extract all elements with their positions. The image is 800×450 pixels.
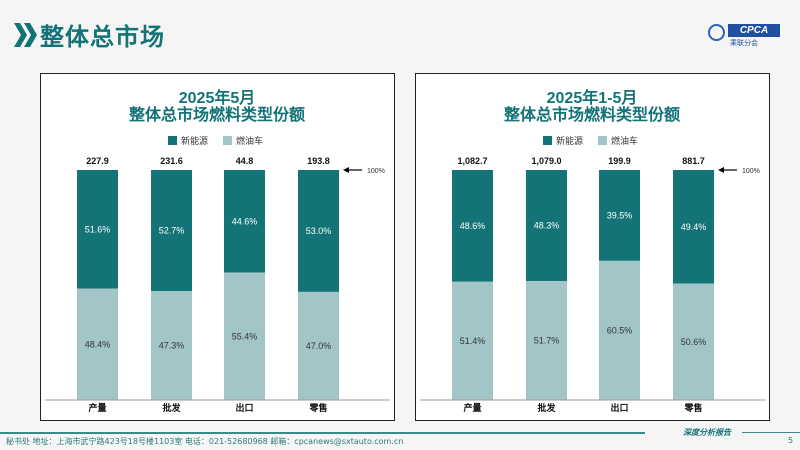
category-label: 出口 (610, 402, 628, 413)
category-label: 产量 (88, 402, 106, 413)
logo-text: CPCA (728, 24, 780, 37)
total-label: 199.9 (608, 156, 631, 166)
bar-segment-ice (298, 291, 339, 400)
data-label-nev: 48.3% (534, 221, 560, 231)
category-label: 产量 (463, 402, 481, 413)
chart-subtitle: 整体总市场燃料类型份额 (503, 105, 680, 124)
total-label: 881.7 (682, 156, 705, 166)
data-label-ice: 50.6% (681, 337, 707, 347)
data-label-nev: 39.5% (607, 210, 633, 220)
bar-segment-ice (224, 272, 265, 400)
total-label: 1,079.0 (531, 156, 561, 166)
chevron-double-icon (14, 23, 37, 47)
legend-swatch (543, 136, 552, 145)
footer-divider (0, 432, 645, 434)
bar-segment-nev (452, 170, 493, 282)
data-label-nev: 52.7% (159, 226, 185, 236)
bar-segment-nev (599, 170, 640, 261)
data-label-ice: 47.0% (306, 341, 332, 351)
bar-segment-ice (452, 281, 493, 400)
arrow-left-icon (718, 167, 724, 173)
data-label-ice: 51.4% (460, 336, 486, 346)
chart-title: 2025年1-5月 (547, 88, 638, 107)
chart-panel-ytd: 2025年1-5月 整体总市场燃料类型份额新能源 燃油车 48.6% 51.4% 1,08… (415, 73, 770, 421)
bar-segment-ice (526, 281, 567, 400)
legend-label: 新能源 (181, 135, 208, 146)
category-label: 零售 (683, 402, 702, 413)
chart-subtitle: 整体总市场燃料类型份额 (128, 105, 305, 124)
data-label-nev: 44.6% (232, 216, 258, 226)
bar-segment-nev (526, 170, 567, 282)
bar-segment-nev (298, 170, 339, 292)
annotation-100: 100% (742, 168, 760, 175)
data-label-ice: 55.4% (232, 331, 258, 341)
bar-segment-nev (151, 170, 192, 292)
data-label-ice: 51.7% (534, 336, 560, 346)
chart-title: 2025年5月 (179, 88, 256, 107)
legend-swatch (223, 136, 232, 145)
logo-subtext: 乘联分会 (730, 39, 758, 47)
legend-label: 新能源 (556, 135, 583, 146)
total-label: 227.9 (86, 156, 109, 166)
category-label: 批发 (537, 402, 556, 413)
category-label: 出口 (235, 402, 253, 413)
bar-segment-nev (224, 170, 265, 273)
legend-swatch (168, 136, 177, 145)
total-label: 1,082.7 (457, 156, 487, 166)
chart-panel-month: 2025年5月 整体总市场燃料类型份额新能源 燃油车 51.6% 48.4% 227.9 产… (40, 73, 395, 421)
bar-segment-ice (77, 288, 118, 400)
bar-segment-ice (599, 260, 640, 400)
category-label: 零售 (308, 402, 327, 413)
legend-swatch (598, 136, 607, 145)
data-label-nev: 51.6% (85, 224, 111, 234)
cpca-logo: CPCA 乘联分会 (706, 22, 782, 48)
data-label-ice: 48.4% (85, 339, 111, 349)
bar-segment-nev (77, 170, 118, 289)
category-label: 批发 (162, 402, 181, 413)
arrow-left-icon (343, 167, 349, 173)
footer-tag: 深度分析报告 (683, 428, 731, 437)
globe-icon (708, 24, 725, 41)
data-label-ice: 60.5% (607, 325, 633, 335)
data-label-ice: 47.3% (159, 341, 185, 351)
data-label-nev: 49.4% (681, 222, 707, 232)
bar-segment-ice (151, 291, 192, 400)
legend-label: 燃油车 (236, 135, 263, 146)
footer-contact: 秘书处 地址：上海市武宁路423号18号楼1103室 电话：021-526809… (6, 437, 404, 446)
footer-divider-right (742, 432, 800, 433)
data-label-nev: 53.0% (306, 226, 332, 236)
data-label-nev: 48.6% (460, 221, 486, 231)
total-label: 193.8 (307, 156, 330, 166)
total-label: 231.6 (160, 156, 183, 166)
total-label: 44.8 (236, 156, 254, 166)
annotation-100: 100% (367, 168, 385, 175)
bar-segment-ice (673, 283, 714, 400)
page-title: 整体总市场 (40, 23, 165, 51)
page-number: 5 (788, 436, 794, 445)
bar-segment-nev (673, 170, 714, 284)
legend-label: 燃油车 (611, 135, 638, 146)
